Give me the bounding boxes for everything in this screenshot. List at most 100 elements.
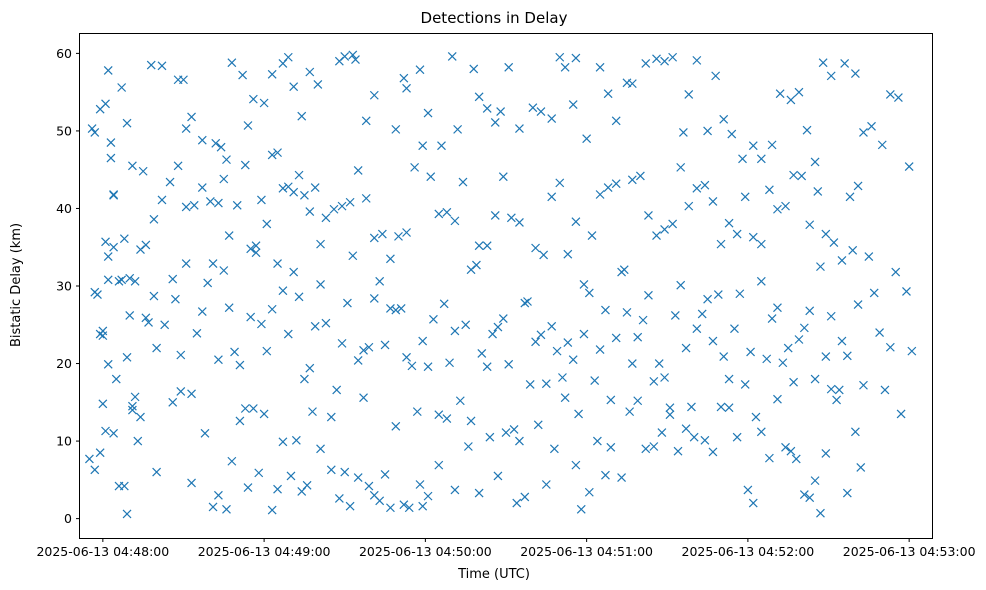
data-point <box>746 347 756 357</box>
data-point <box>654 359 664 368</box>
data-point <box>834 385 844 395</box>
data-point <box>848 245 858 255</box>
data-point <box>450 216 460 226</box>
data-point <box>152 343 162 353</box>
data-point <box>617 473 626 482</box>
data-point <box>251 248 261 258</box>
data-point <box>633 332 643 342</box>
data-point <box>802 125 812 135</box>
data-point <box>222 504 231 514</box>
data-point <box>708 447 718 457</box>
data-point <box>547 321 557 331</box>
data-point <box>592 436 602 446</box>
data-point <box>114 276 124 286</box>
data-point <box>337 338 347 348</box>
data-point <box>869 288 879 298</box>
data-point <box>875 328 885 337</box>
data-point <box>805 493 815 503</box>
data-point <box>829 238 839 248</box>
data-point <box>127 161 137 171</box>
data-point <box>165 177 175 187</box>
data-point <box>571 53 581 63</box>
data-point <box>418 336 428 346</box>
data-point <box>531 243 540 253</box>
data-point <box>437 141 446 151</box>
data-point <box>767 140 777 150</box>
data-point <box>877 140 887 150</box>
data-point <box>611 333 621 343</box>
data-point <box>450 485 460 495</box>
data-point <box>563 338 573 348</box>
data-point <box>902 287 911 296</box>
data-point <box>119 234 129 244</box>
data-point <box>552 346 562 356</box>
y-tick-label: 20 <box>56 356 72 371</box>
data-point <box>391 305 401 315</box>
data-point <box>732 432 742 442</box>
data-point <box>412 407 422 417</box>
data-point <box>531 337 540 347</box>
data-point <box>676 162 686 172</box>
data-point <box>267 150 277 160</box>
y-tick-label: 30 <box>56 279 72 294</box>
data-point <box>668 52 678 62</box>
data-point <box>893 93 903 103</box>
data-point <box>361 116 371 126</box>
data-point <box>396 304 406 313</box>
data-point <box>219 266 229 275</box>
data-point <box>512 498 522 508</box>
data-point <box>101 99 110 109</box>
data-point <box>660 56 669 66</box>
data-point <box>168 397 178 407</box>
data-point <box>907 346 917 356</box>
data-point <box>891 267 901 277</box>
data-point <box>748 498 758 508</box>
data-point <box>463 442 473 451</box>
data-point <box>850 69 860 78</box>
data-point <box>232 200 242 210</box>
data-point <box>222 155 231 165</box>
data-point <box>313 79 323 89</box>
data-point <box>756 239 766 249</box>
data-point <box>254 468 264 478</box>
data-point <box>799 490 809 500</box>
data-point <box>673 446 683 456</box>
data-point <box>273 148 282 158</box>
data-point <box>821 352 831 361</box>
data-point <box>786 95 796 105</box>
data-point <box>423 491 433 501</box>
data-point <box>692 55 702 65</box>
data-point <box>748 141 758 151</box>
data-point <box>181 202 191 212</box>
data-point <box>622 307 632 317</box>
data-point <box>391 124 401 134</box>
data-point <box>243 121 253 130</box>
data-point <box>474 92 484 102</box>
data-point <box>488 329 497 339</box>
data-point <box>751 412 761 422</box>
y-axis-title: Bistatic Delay (km) <box>9 223 24 347</box>
data-point <box>536 330 546 340</box>
data-point <box>343 298 352 308</box>
data-point <box>130 392 140 402</box>
data-point <box>251 241 261 251</box>
data-point <box>267 304 277 314</box>
data-point <box>676 280 686 290</box>
x-axis-title: Time (UTC) <box>457 567 530 582</box>
data-point <box>805 306 815 316</box>
data-point <box>603 183 613 192</box>
data-point <box>732 229 742 239</box>
data-point <box>504 359 514 369</box>
data-point <box>90 128 100 137</box>
data-point <box>248 404 258 413</box>
data-point <box>520 492 530 502</box>
data-point <box>173 161 183 171</box>
data-point <box>149 214 159 224</box>
data-point <box>141 313 151 323</box>
data-point <box>563 249 573 259</box>
data-point <box>238 70 248 80</box>
data-point <box>697 309 707 319</box>
data-point <box>509 425 519 434</box>
data-point <box>821 229 831 239</box>
data-point <box>560 393 570 403</box>
